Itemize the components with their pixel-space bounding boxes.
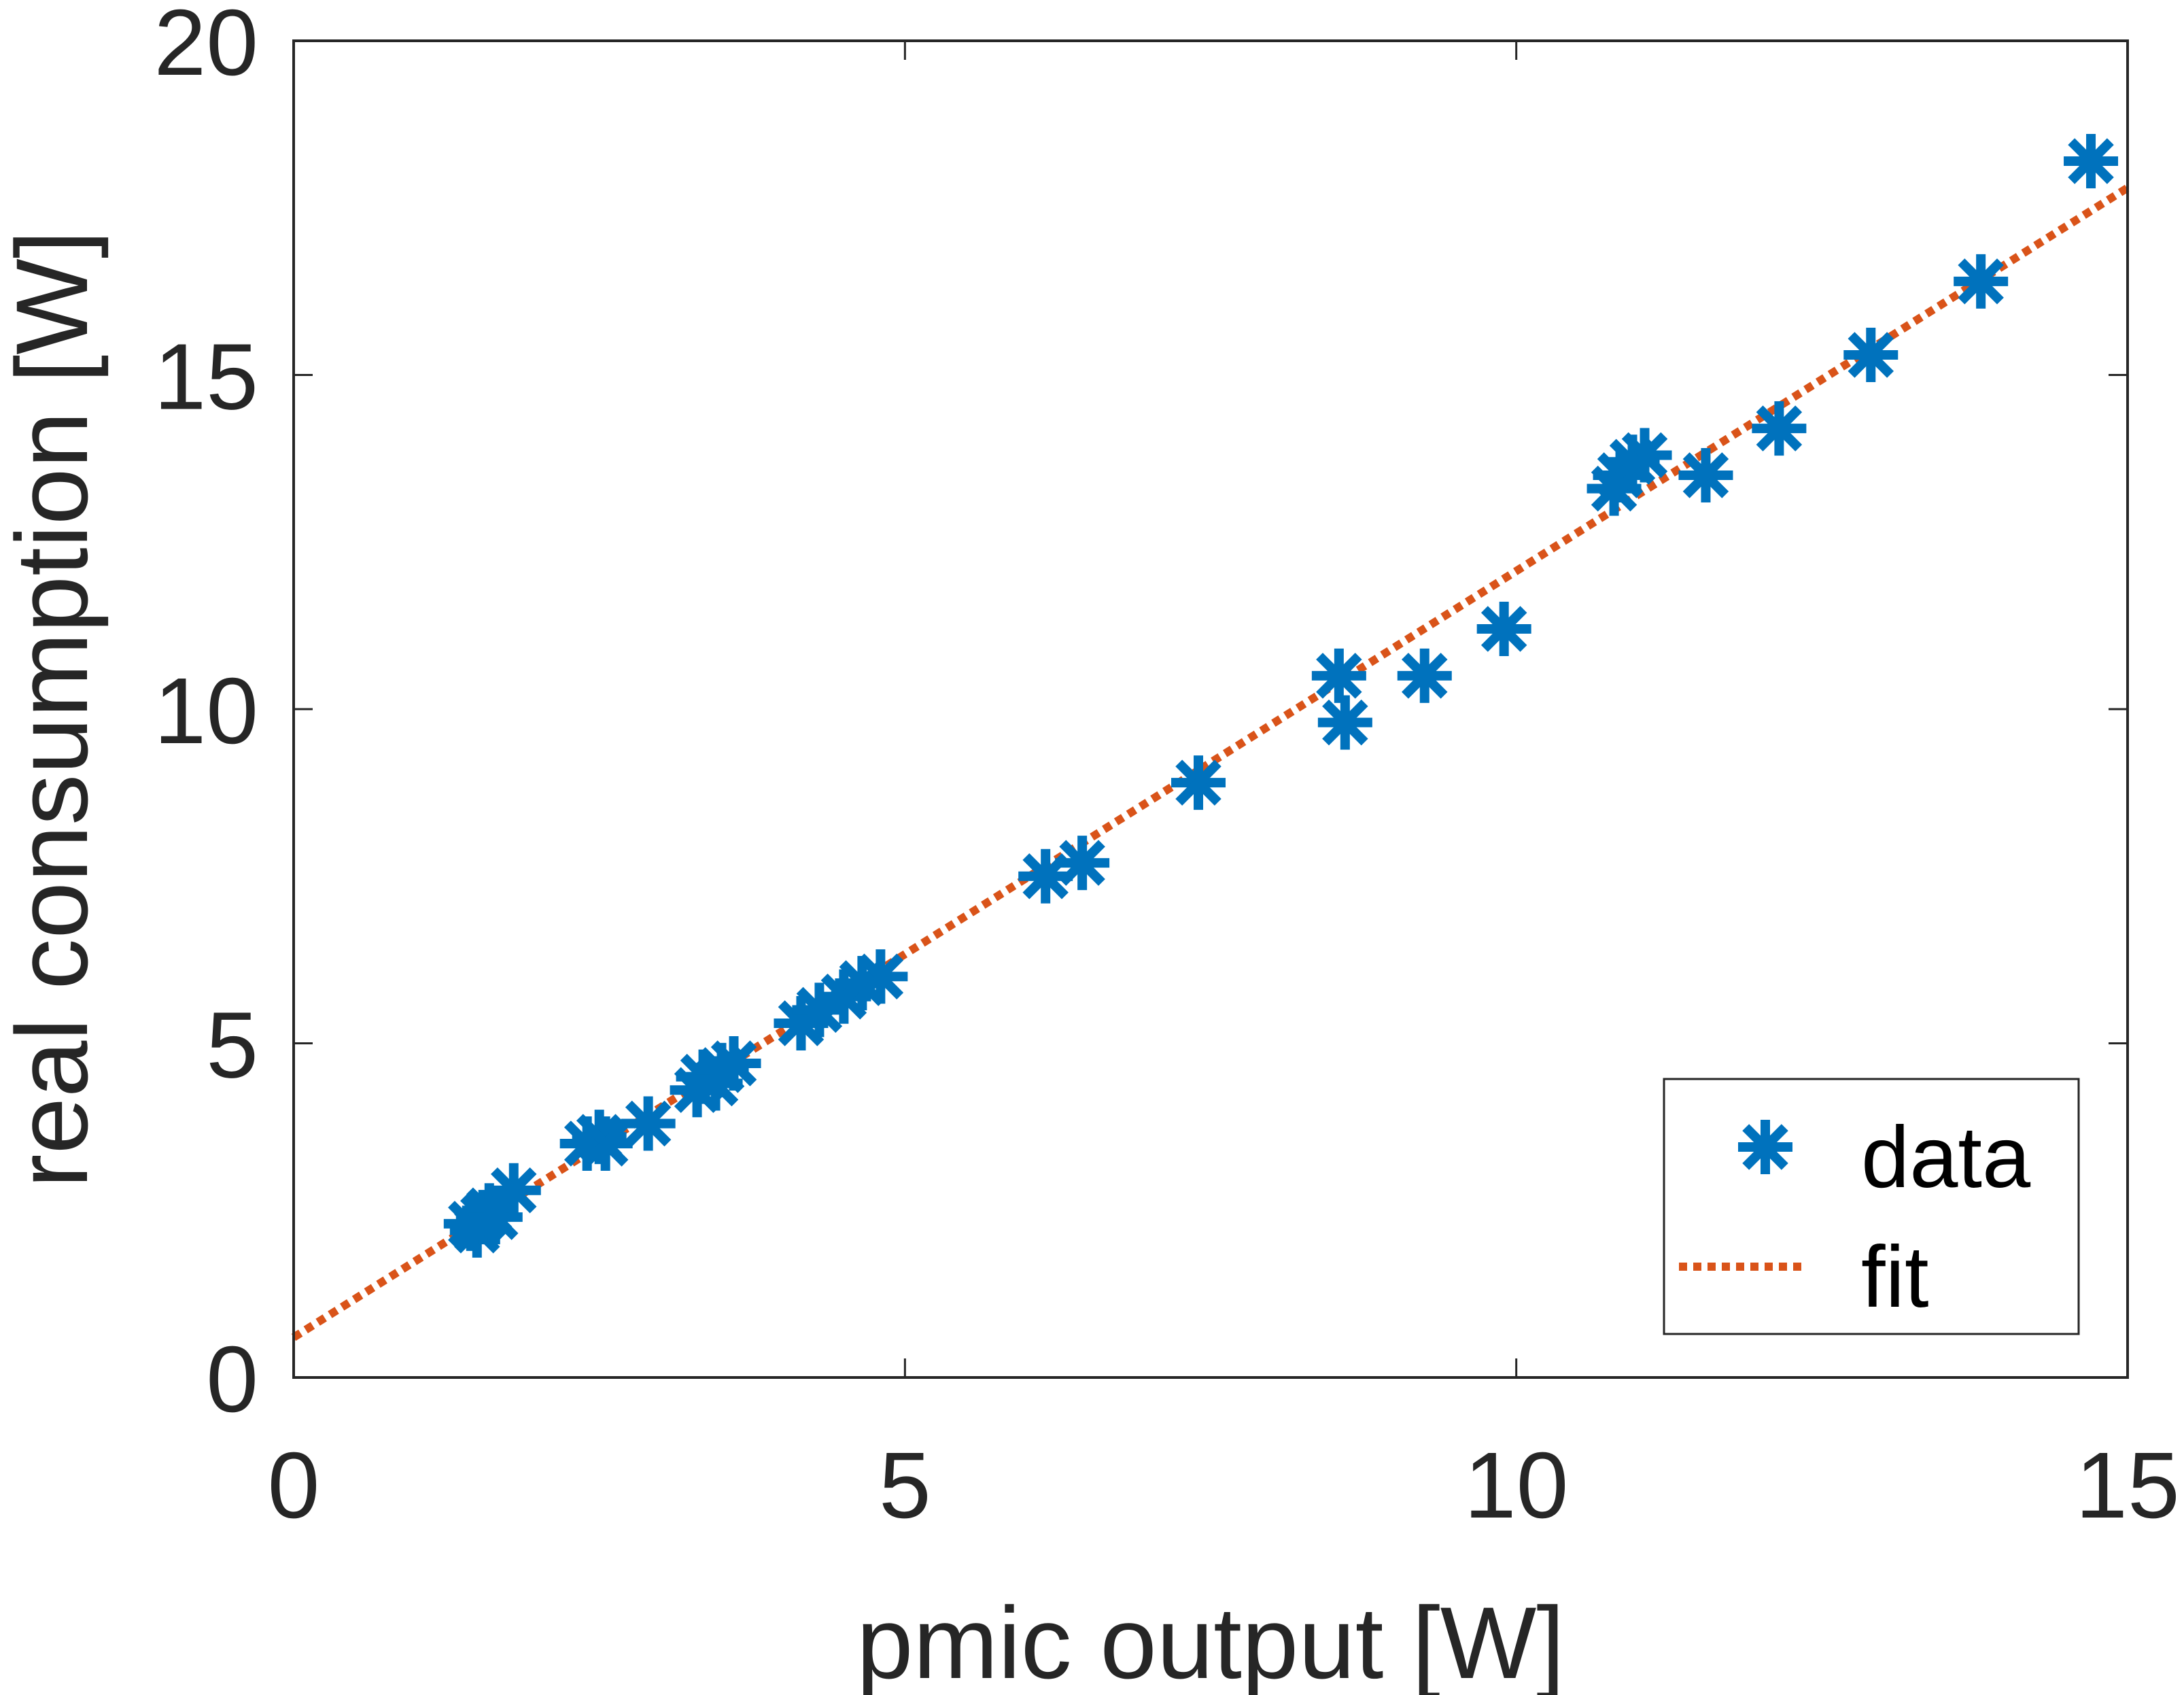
- x-tick-label: 15: [2075, 1433, 2180, 1538]
- data-point: [1055, 836, 1110, 891]
- data-point: [468, 1190, 523, 1245]
- data-point: [1954, 254, 2009, 309]
- legend-fit-label: fit: [1861, 1229, 1929, 1326]
- legend: data fit: [1663, 1078, 2080, 1335]
- data-point: [1476, 602, 1531, 657]
- y-tick-label: 0: [206, 1327, 258, 1432]
- data-point: [621, 1096, 676, 1151]
- y-tick-label: 10: [154, 659, 259, 764]
- x-axis-label: pmic output [W]: [856, 1586, 1565, 1695]
- data-point: [486, 1163, 541, 1218]
- y-tick-labels: 0 5 10 15 20: [154, 0, 259, 1432]
- y-tick-label: 15: [154, 325, 259, 430]
- y-axis-label: real consumption [W]: [0, 230, 109, 1188]
- data-point: [1397, 648, 1452, 703]
- legend-data-label: data: [1861, 1109, 2031, 1206]
- data-point: [578, 1116, 633, 1171]
- legend-asterisk: [1738, 1120, 1792, 1174]
- plot-frame: [292, 39, 2129, 1379]
- x-tick-labels: 0 5 10 15: [268, 1433, 2180, 1538]
- x-tick-label: 10: [1464, 1433, 1569, 1538]
- y-tick-label: 20: [154, 0, 259, 95]
- legend-box: [1663, 1078, 2080, 1335]
- x-tick-label: 5: [879, 1433, 931, 1538]
- data-point: [2064, 133, 2119, 188]
- data-point: [1018, 849, 1073, 904]
- data-point: [1678, 447, 1733, 502]
- data-point: [1317, 695, 1372, 750]
- x-tick-label: 0: [268, 1433, 320, 1538]
- data-point: [853, 949, 908, 1004]
- data-point: [792, 982, 847, 1038]
- data-point: [1752, 401, 1807, 456]
- data-points: [443, 133, 2119, 1258]
- y-tick-label: 5: [206, 993, 258, 1098]
- legend-data-marker: [1738, 1120, 1792, 1174]
- data-point: [1171, 755, 1226, 810]
- data-point: [1843, 328, 1899, 383]
- data-point: [1311, 648, 1366, 703]
- data-point: [706, 1035, 761, 1091]
- data-point: [1617, 428, 1672, 483]
